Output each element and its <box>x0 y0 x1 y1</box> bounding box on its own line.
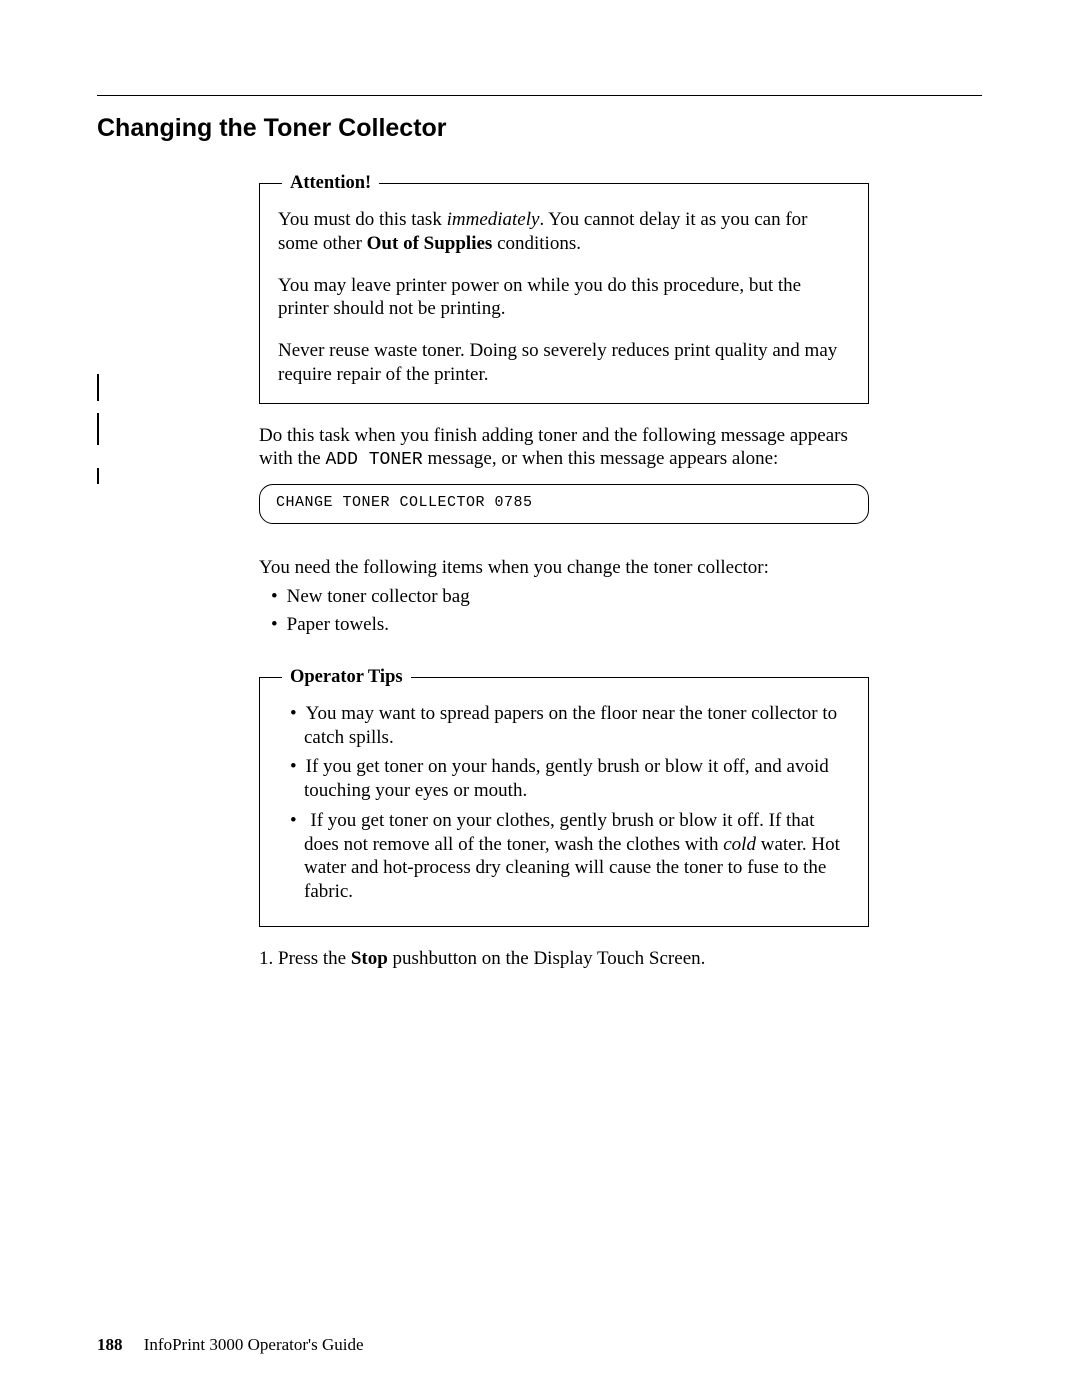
section-title: Changing the Toner Collector <box>97 114 982 143</box>
message-box: CHANGE TONER COLLECTOR 0785 <box>259 484 869 524</box>
attention-box: Attention! You must do this task immedia… <box>259 183 869 404</box>
list-item: If you get toner on your clothes, gently… <box>290 809 850 904</box>
attention-p2: You may leave printer power on while you… <box>278 274 850 322</box>
body-content: Attention! You must do this task immedia… <box>259 183 869 971</box>
tips-list: You may want to spread papers on the flo… <box>278 702 850 904</box>
items-lead: You need the following items when you ch… <box>259 556 869 580</box>
attention-legend: Attention! <box>282 172 379 195</box>
tips-box: Operator Tips You may want to spread pap… <box>259 677 869 927</box>
step-item: 1. Press the Stop pushbutton on the Disp… <box>259 947 869 971</box>
items-list: New toner collector bag Paper towels. <box>259 585 869 637</box>
page-footer: 188 InfoPrint 3000 Operator's Guide <box>97 1335 364 1355</box>
list-item: New toner collector bag <box>271 585 869 609</box>
list-item: If you get toner on your hands, gently b… <box>290 755 850 803</box>
horizontal-rule <box>97 95 982 96</box>
page-content: Changing the Toner Collector Attention! … <box>97 95 982 971</box>
tips-legend: Operator Tips <box>282 666 411 689</box>
attention-p3: Never reuse waste toner. Doing so severe… <box>278 339 850 387</box>
attention-p1: You must do this task immediately. You c… <box>278 208 850 256</box>
list-item: You may want to spread papers on the flo… <box>290 702 850 750</box>
document-title: InfoPrint 3000 Operator's Guide <box>144 1335 364 1354</box>
steps-list: 1. Press the Stop pushbutton on the Disp… <box>259 947 869 971</box>
page-number: 188 <box>97 1335 123 1354</box>
list-item: Paper towels. <box>271 613 869 637</box>
intro-text: Do this task when you finish adding tone… <box>259 424 869 472</box>
